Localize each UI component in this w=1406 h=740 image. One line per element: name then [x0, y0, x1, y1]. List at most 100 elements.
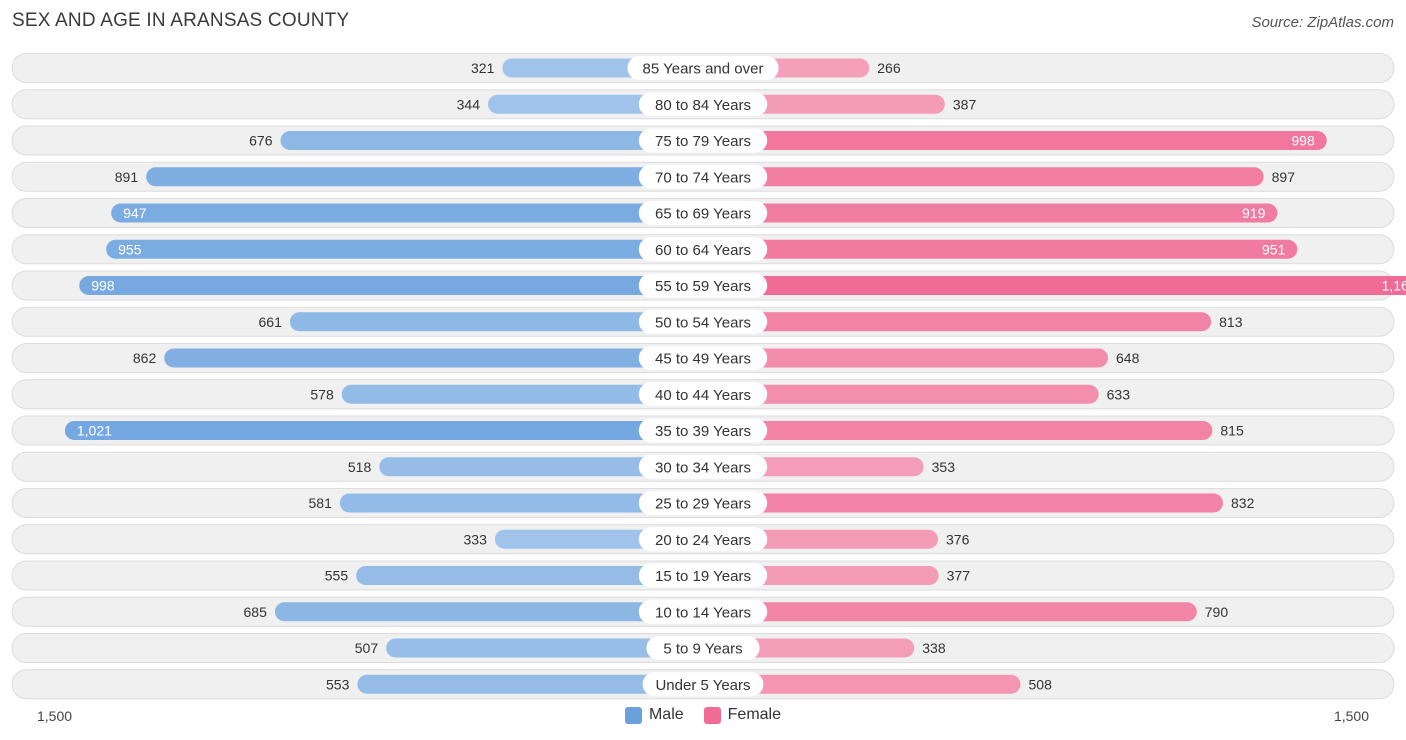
- male-value-label: 685: [244, 604, 268, 620]
- category-label: Under 5 Years: [655, 677, 750, 694]
- category-label: 80 to 84 Years: [655, 97, 751, 114]
- male-value-label: 553: [326, 676, 350, 692]
- female-value-label: 790: [1205, 604, 1229, 620]
- legend-label-female: Female: [727, 706, 782, 723]
- category-pill: [638, 382, 768, 407]
- category-pill: [638, 491, 768, 515]
- male-value-label: 676: [249, 133, 273, 149]
- female-value-label: 376: [946, 531, 970, 547]
- male-value-label: 947: [123, 205, 147, 221]
- female-value-label: 353: [932, 459, 956, 475]
- male-bar: [111, 203, 703, 223]
- female-value-label: 508: [1029, 676, 1053, 692]
- male-value-label: 578: [310, 386, 334, 402]
- category-pill: [638, 237, 768, 262]
- legend-item-male[interactable]: Male: [624, 706, 684, 724]
- female-bar: [703, 312, 1212, 332]
- category-label: 40 to 44 Years: [655, 387, 751, 404]
- category-label: 65 to 69 Years: [655, 206, 751, 223]
- category-label: 10 to 14 Years: [655, 604, 751, 621]
- female-bar: [703, 348, 1108, 368]
- female-value-label: 832: [1231, 495, 1255, 511]
- female-value-label: 813: [1219, 314, 1243, 330]
- category-pill: [627, 56, 779, 80]
- female-value-label: 266: [877, 60, 901, 76]
- category-label: 5 to 9 Years: [663, 641, 742, 658]
- male-bar: [64, 421, 703, 440]
- male-value-label: 321: [471, 60, 495, 76]
- male-value-label: 518: [348, 459, 372, 475]
- female-bar: [703, 602, 1197, 622]
- female-bar: [703, 493, 1223, 513]
- category-pill: [638, 273, 768, 298]
- male-value-label: 1,021: [77, 423, 112, 439]
- category-label: 30 to 34 Years: [655, 459, 751, 476]
- female-value-label: 387: [953, 96, 977, 112]
- female-bar: [703, 384, 1099, 404]
- category-pill: [638, 164, 768, 189]
- category-pill: [638, 201, 768, 225]
- female-bar: [703, 167, 1264, 187]
- male-value-label: 862: [133, 350, 157, 366]
- category-label: 20 to 24 Years: [655, 532, 751, 549]
- category-pill: [642, 672, 764, 697]
- female-bar: [703, 674, 1021, 694]
- chart-legend: Male Female: [0, 706, 1406, 724]
- male-bar: [280, 131, 703, 150]
- chart-source: Source: ZipAtlas.com: [1251, 14, 1394, 31]
- female-value-label: 648: [1116, 350, 1140, 366]
- male-value-label: 661: [259, 314, 283, 330]
- male-bar: [386, 638, 703, 658]
- female-value-label: 919: [1242, 205, 1266, 221]
- male-bar: [356, 566, 703, 585]
- male-value-label: 998: [91, 278, 115, 294]
- category-label: 35 to 39 Years: [655, 423, 751, 440]
- legend-item-female[interactable]: Female: [703, 706, 782, 724]
- category-pill: [638, 418, 768, 443]
- male-bar: [274, 602, 703, 622]
- female-value-label: 815: [1220, 423, 1244, 439]
- category-label: 85 Years and over: [643, 61, 764, 78]
- male-value-label: 581: [309, 495, 333, 511]
- female-bar: [703, 239, 1298, 259]
- category-pill: [646, 636, 760, 660]
- female-value-label: 998: [1291, 133, 1315, 149]
- axis-tick-left: 1,500: [37, 708, 73, 724]
- male-value-label: 555: [325, 568, 349, 584]
- category-pill: [638, 309, 768, 334]
- male-bar: [339, 493, 703, 513]
- male-value-label: 955: [118, 241, 142, 257]
- male-bar: [79, 276, 703, 295]
- male-bar: [164, 348, 703, 368]
- legend-swatch-male: [624, 706, 642, 724]
- category-label: 75 to 79 Years: [655, 133, 751, 150]
- male-bar: [357, 674, 703, 694]
- female-bar: [703, 131, 1327, 150]
- male-bar: [289, 312, 703, 332]
- axis-tick-right: 1,500: [1333, 708, 1369, 724]
- category-pill: [638, 454, 768, 479]
- category-pill: [638, 563, 768, 588]
- category-label: 25 to 29 Years: [655, 496, 751, 513]
- male-bar: [146, 167, 703, 187]
- category-pill: [638, 346, 768, 370]
- female-bar: [703, 276, 1406, 295]
- category-pill: [638, 128, 768, 153]
- female-value-label: 897: [1272, 169, 1296, 185]
- female-value-label: 1,161: [1382, 278, 1406, 294]
- female-bar: [703, 203, 1278, 223]
- male-bar: [341, 384, 703, 404]
- male-bar: [106, 239, 703, 259]
- legend-swatch-female: [703, 706, 721, 724]
- category-label: 15 to 19 Years: [655, 568, 751, 585]
- male-bar: [379, 457, 703, 477]
- legend-label-male: Male: [648, 706, 684, 723]
- female-value-label: 951: [1262, 241, 1286, 257]
- female-value-label: 338: [922, 640, 946, 656]
- category-pill: [638, 92, 768, 117]
- female-bar: [703, 421, 1213, 440]
- category-pill: [638, 527, 768, 552]
- category-label: 45 to 49 Years: [655, 351, 751, 368]
- category-pill: [638, 599, 768, 624]
